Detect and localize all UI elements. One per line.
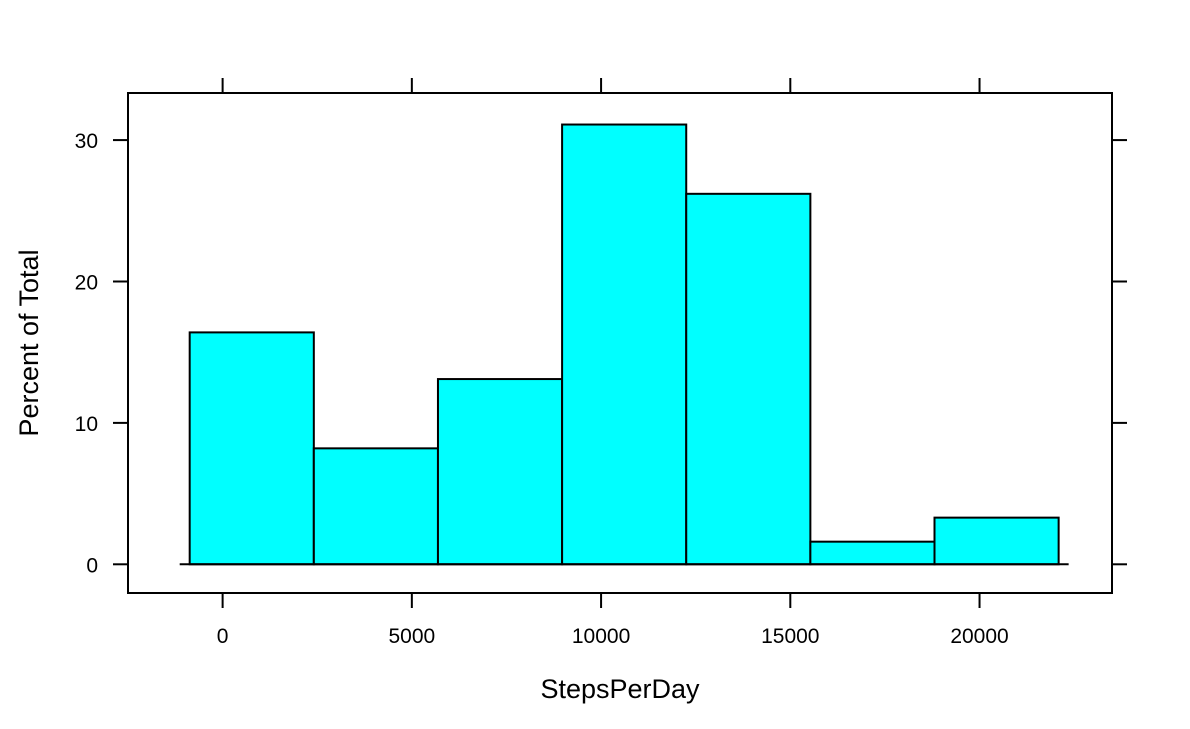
x-tick-label-1: 5000 [388, 625, 435, 648]
y-tick-label-0: 0 [86, 554, 98, 577]
y-tick-label-3: 30 [75, 130, 98, 153]
bars-group [188, 123, 1060, 566]
histogram-bar-2 [436, 378, 564, 566]
x-tick-label-4: 20000 [950, 625, 1008, 648]
x-tick-label-3: 15000 [761, 625, 819, 648]
x-tick-label-0: 0 [217, 625, 229, 648]
histogram-bar-6 [933, 516, 1060, 566]
x-axis-label: StepsPerDay [540, 674, 700, 704]
histogram-bar-1 [312, 447, 439, 566]
histogram-bar-0 [188, 331, 315, 566]
y-tick-label-1: 10 [75, 413, 98, 436]
ticks-group: 0 5000 10000 15000 20000 0 10 20 30 [75, 78, 1127, 648]
histogram-bar-4 [685, 192, 812, 566]
histogram-bar-3 [561, 123, 688, 566]
x-tick-label-2: 10000 [572, 625, 630, 648]
histogram-bar-5 [809, 540, 936, 566]
y-tick-label-2: 20 [75, 271, 98, 294]
plot-frame [127, 92, 1113, 594]
y-axis-label: Percent of Total [14, 249, 44, 436]
